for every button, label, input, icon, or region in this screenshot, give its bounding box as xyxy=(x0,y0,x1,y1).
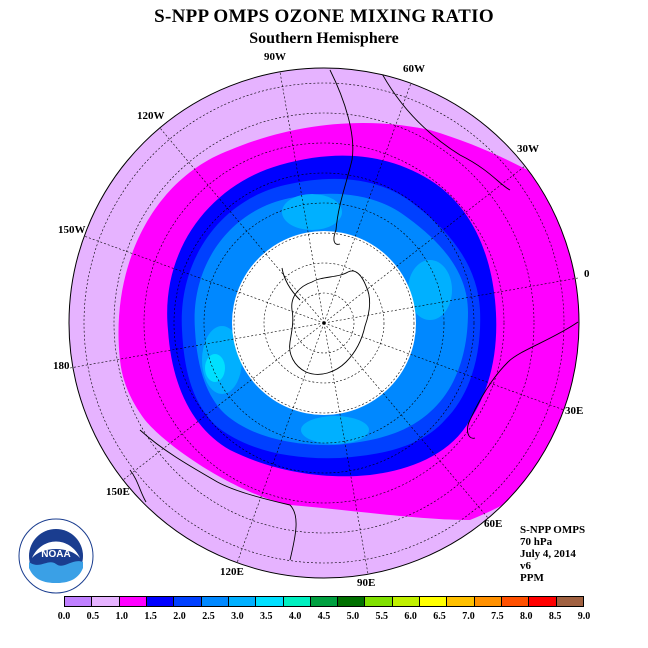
colorbar-swatch xyxy=(146,597,175,606)
units-label: PPM xyxy=(520,572,544,584)
antarctic-peninsula xyxy=(281,267,301,301)
meridian-line xyxy=(279,71,325,324)
contour-patch-3.0 xyxy=(301,416,369,444)
meridian-line xyxy=(323,322,565,411)
date-label: July 4, 2014 xyxy=(520,548,576,560)
info-block: S-NPP OMPS 70 hPa July 4, 2014 v6 PPM xyxy=(520,524,585,584)
version-label: v6 xyxy=(520,560,531,572)
colorbar-swatch xyxy=(92,597,120,606)
contour-patch-3.0 xyxy=(408,260,452,320)
latitude-circle xyxy=(143,142,505,504)
colorbar-swatch xyxy=(529,597,557,606)
latitude-circle xyxy=(263,262,385,384)
colorbar-swatch xyxy=(420,597,448,606)
colorbar-tick-label: 3.5 xyxy=(259,611,273,622)
africa-outline xyxy=(467,321,579,439)
meridian-line xyxy=(83,235,325,324)
latitude-circle xyxy=(293,292,355,354)
colorbar-swatch xyxy=(119,597,147,606)
longitude-label: 60W xyxy=(403,63,425,75)
longitude-label: 150W xyxy=(58,224,86,236)
noaa-logo: NOAA xyxy=(18,518,94,594)
colorbar-labels: 0.0 0.5 1.0 1.5 2.0 2.5 3.0 3.5 4.0 4.5 5.0 5.5 6.0 6… xyxy=(0,611,648,625)
colorbar-tick-label: 4.5 xyxy=(317,611,331,622)
longitude-label: 30W xyxy=(517,143,539,155)
longitude-label: 120E xyxy=(220,566,244,578)
meridian-line xyxy=(236,322,325,564)
noaa-logo-text: NOAA xyxy=(41,549,70,560)
colorbar-tick-label: 7.5 xyxy=(491,611,504,622)
colorbar-tick-label: 2.0 xyxy=(173,611,186,622)
australia-outline xyxy=(139,429,297,561)
colorbar-tick-label: 3.0 xyxy=(231,611,244,622)
colorbar-tick-label: 0.0 xyxy=(57,611,71,622)
new-zealand-outline xyxy=(129,469,147,503)
colorbar-tick-label: 7.0 xyxy=(462,611,475,622)
colorbar-tick-label: 2.5 xyxy=(202,611,215,622)
colorbar-swatch xyxy=(338,597,366,606)
colorbar-tick-label: 9.0 xyxy=(577,611,591,622)
south-america-outline xyxy=(329,69,354,245)
meridian-line xyxy=(323,277,579,324)
longitude-label: 180 xyxy=(53,360,70,372)
colorbar xyxy=(64,596,584,607)
colorbar-tick-label: 6.5 xyxy=(433,611,446,622)
meridian-line xyxy=(323,322,489,519)
colorbar-tick-label: 1.0 xyxy=(115,611,129,622)
colorbar-tick-label: 5.0 xyxy=(346,611,360,622)
map-boundary xyxy=(68,67,580,579)
longitude-label: 120W xyxy=(137,110,165,122)
map-subtitle: Southern Hemisphere xyxy=(249,30,399,47)
colorbar-tick-label: 8.0 xyxy=(519,611,533,622)
colorbar-swatch xyxy=(392,597,421,606)
latitude-circle xyxy=(203,202,445,444)
colorbar-tick-label: 6.0 xyxy=(404,611,417,622)
colorbar-swatch xyxy=(228,597,257,606)
pressure-level-label: 70 hPa xyxy=(520,536,553,548)
meridian-line xyxy=(323,322,369,575)
longitude-label: 60E xyxy=(484,518,503,530)
colorbar-swatch xyxy=(556,597,583,606)
colorbar-tick-label: 5.5 xyxy=(375,611,389,622)
colorbar-swatch xyxy=(283,597,311,606)
colorbar-tick-label: 8.5 xyxy=(548,611,562,622)
longitude-label: 90W xyxy=(264,51,286,63)
meridian-line xyxy=(323,82,412,324)
south-pole-marker xyxy=(322,321,326,325)
graticule xyxy=(69,71,579,575)
meridian-line xyxy=(323,165,526,324)
south-america-coast xyxy=(379,69,511,191)
map-title: S-NPP OMPS OZONE MIXING RATIO xyxy=(154,6,494,27)
contour-patch-3.5 xyxy=(205,354,225,382)
colorbar-swatch xyxy=(256,597,284,606)
antarctica-outline xyxy=(289,270,371,375)
colorbar-swatch xyxy=(310,597,339,606)
colorbar-swatch xyxy=(474,597,502,606)
longitude-label: 150E xyxy=(106,486,130,498)
colorbar-swatch xyxy=(201,597,229,606)
longitude-label: 0 xyxy=(584,268,590,280)
colorbar-tick-label: 4.0 xyxy=(288,611,302,622)
colorbar-swatch xyxy=(65,597,93,606)
meridian-line xyxy=(159,127,325,324)
colorbar-swatch xyxy=(447,597,475,606)
colorbar-swatch xyxy=(502,597,530,606)
latitude-circle xyxy=(233,232,415,414)
contour-patch-3.0 xyxy=(282,194,342,230)
latitude-circle xyxy=(173,172,475,474)
latitude-circle xyxy=(83,82,565,564)
colorbar-tick-label: 1.5 xyxy=(144,611,157,622)
colorbar-tick-label: 0.5 xyxy=(86,611,100,622)
colorbar-swatch xyxy=(365,597,393,606)
colorbar-swatch xyxy=(174,597,202,606)
meridian-line xyxy=(122,322,325,481)
latitude-circle xyxy=(113,112,535,534)
meridian-line xyxy=(69,322,325,369)
instrument-label: S-NPP OMPS xyxy=(520,524,586,536)
longitude-label: 30E xyxy=(565,405,584,417)
coastlines xyxy=(129,69,579,561)
longitude-label: 90E xyxy=(357,577,376,589)
